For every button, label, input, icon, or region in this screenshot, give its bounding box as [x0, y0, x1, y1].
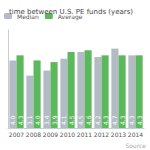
svg-text:4.3: 4.3	[102, 115, 109, 125]
svg-text:4.5: 4.5	[68, 115, 75, 125]
svg-text:2011: 2011	[77, 131, 92, 138]
svg-text:4.0: 4.0	[34, 115, 41, 125]
svg-text:3.9: 3.9	[51, 115, 58, 125]
svg-text:4.1: 4.1	[60, 115, 67, 125]
svg-text:2010: 2010	[60, 131, 75, 138]
svg-text:4.3: 4.3	[17, 115, 24, 125]
svg-text:2007: 2007	[9, 131, 24, 138]
svg-text:2008: 2008	[26, 131, 41, 138]
svg-text:time between U.S. PE funds (ye: time between U.S. PE funds (years)	[9, 8, 133, 16]
svg-text:4.3: 4.3	[119, 115, 126, 125]
svg-text:4.7: 4.7	[111, 115, 118, 125]
svg-text:Average: Average	[57, 12, 83, 20]
svg-text:2012: 2012	[94, 131, 109, 138]
svg-text:4.3: 4.3	[136, 115, 143, 125]
svg-text:3.4: 3.4	[43, 115, 50, 125]
svg-text:4.6: 4.6	[85, 115, 92, 125]
svg-text:4.5: 4.5	[77, 115, 84, 125]
svg-text:4.2: 4.2	[94, 115, 101, 125]
svg-text:4.3: 4.3	[128, 115, 135, 125]
svg-text:Median: Median	[17, 12, 39, 20]
svg-text:4.0: 4.0	[9, 115, 16, 125]
svg-text:2014: 2014	[128, 131, 143, 138]
svg-text:Source: Source	[125, 142, 146, 149]
svg-text:3.1: 3.1	[26, 115, 33, 125]
svg-text:2013: 2013	[111, 131, 126, 138]
svg-text:2009: 2009	[43, 131, 58, 138]
